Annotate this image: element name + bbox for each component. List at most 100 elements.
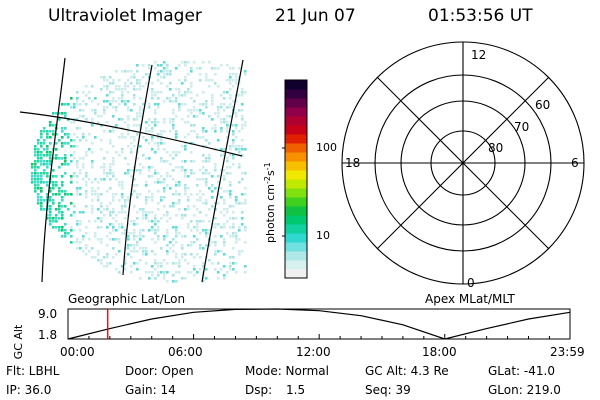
image-pixel: [151, 211, 154, 214]
image-pixel: [172, 274, 175, 277]
image-pixel: [220, 268, 223, 271]
image-pixel: [166, 271, 169, 274]
image-pixel: [154, 181, 157, 184]
y-tick-min: 1.8: [38, 328, 57, 342]
image-pixel: [229, 205, 232, 208]
image-pixel: [133, 145, 136, 148]
image-pixel: [106, 85, 109, 88]
image-pixel: [94, 193, 97, 196]
image-pixel: [211, 118, 214, 121]
image-pixel: [55, 184, 58, 187]
image-pixel: [109, 76, 112, 79]
image-pixel: [214, 112, 217, 115]
image-pixel: [133, 247, 136, 250]
image-pixel: [112, 145, 115, 148]
image-pixel: [139, 115, 142, 118]
image-pixel: [94, 178, 97, 181]
image-pixel: [157, 133, 160, 136]
image-pixel: [133, 229, 136, 232]
image-pixel: [76, 220, 79, 223]
image-pixel: [85, 196, 88, 199]
image-pixel: [235, 79, 238, 82]
image-pixel: [202, 202, 205, 205]
image-pixel: [190, 220, 193, 223]
image-pixel: [61, 157, 64, 160]
image-pixel: [196, 199, 199, 202]
image-pixel: [91, 247, 94, 250]
image-pixel: [244, 121, 247, 124]
image-pixel: [118, 223, 121, 226]
image-pixel: [172, 157, 175, 160]
image-pixel: [145, 121, 148, 124]
image-pixel: [181, 166, 184, 169]
image-pixel: [223, 121, 226, 124]
image-pixel: [58, 190, 61, 193]
image-pixel: [193, 142, 196, 145]
image-pixel: [148, 124, 151, 127]
image-pixel: [91, 211, 94, 214]
image-pixel: [76, 136, 79, 139]
seq-status: Seq: 39: [365, 383, 411, 397]
image-pixel: [157, 136, 160, 139]
image-pixel: [163, 277, 166, 280]
image-pixel: [109, 103, 112, 106]
image-pixel: [238, 238, 241, 241]
image-pixel: [79, 139, 82, 142]
image-pixel: [46, 151, 49, 154]
image-pixel: [139, 172, 142, 175]
image-pixel: [229, 106, 232, 109]
latitude-line: [19, 111, 243, 157]
image-pixel: [241, 118, 244, 121]
image-pixel: [52, 124, 55, 127]
image-pixel: [238, 130, 241, 133]
image-pixel: [109, 166, 112, 169]
image-pixel: [172, 94, 175, 97]
image-pixel: [166, 250, 169, 253]
image-pixel: [34, 169, 37, 172]
image-pixel: [193, 100, 196, 103]
image-pixel: [214, 250, 217, 253]
image-pixel: [82, 133, 85, 136]
image-pixel: [49, 154, 52, 157]
image-pixel: [49, 217, 52, 220]
lat-label-70: 70: [514, 120, 529, 134]
image-pixel: [220, 154, 223, 157]
image-pixel: [130, 109, 133, 112]
image-pixel: [31, 172, 34, 175]
image-pixel: [178, 64, 181, 67]
image-pixel: [208, 154, 211, 157]
image-pixel: [235, 271, 238, 274]
image-pixel: [172, 244, 175, 247]
image-pixel: [124, 202, 127, 205]
image-pixel: [151, 94, 154, 97]
image-pixel: [112, 196, 115, 199]
image-pixel: [109, 91, 112, 94]
image-pixel: [199, 79, 202, 82]
image-pixel: [82, 211, 85, 214]
image-pixel: [46, 166, 49, 169]
image-pixel: [70, 178, 73, 181]
image-pixel: [187, 262, 190, 265]
image-pixel: [241, 109, 244, 112]
image-pixel: [187, 88, 190, 91]
image-pixel: [127, 238, 130, 241]
image-pixel: [202, 172, 205, 175]
image-pixel: [214, 73, 217, 76]
image-pixel: [169, 70, 172, 73]
image-pixel: [97, 253, 100, 256]
image-pixel: [199, 109, 202, 112]
image-pixel: [199, 178, 202, 181]
ip-status: IP: 36.0: [6, 383, 52, 397]
image-pixel: [70, 235, 73, 238]
image-pixel: [235, 76, 238, 79]
image-pixel: [139, 169, 142, 172]
image-pixel: [127, 223, 130, 226]
image-pixel: [130, 136, 133, 139]
image-pixel: [190, 160, 193, 163]
image-pixel: [124, 256, 127, 259]
image-pixel: [232, 205, 235, 208]
image-pixel: [145, 262, 148, 265]
image-pixel: [211, 67, 214, 70]
image-pixel: [241, 211, 244, 214]
image-pixel: [157, 229, 160, 232]
